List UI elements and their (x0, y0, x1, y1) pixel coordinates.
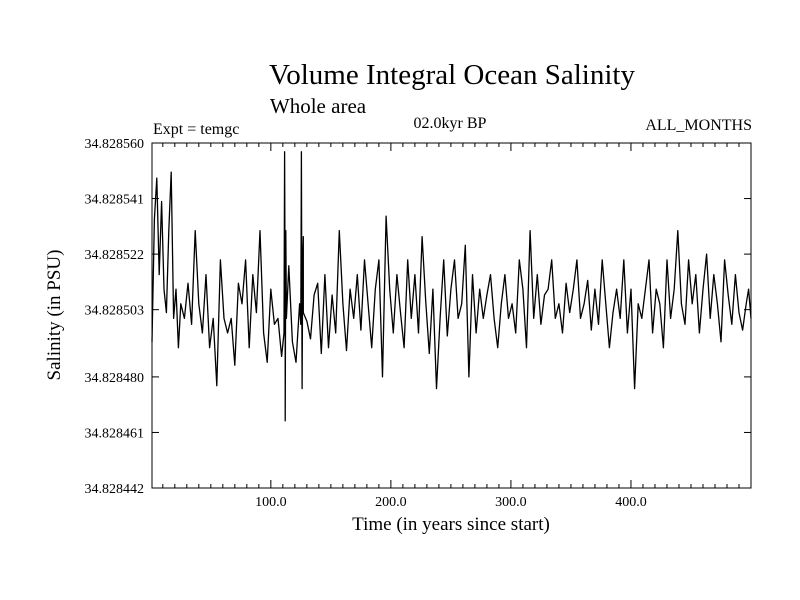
y-tick-label: 34.828480 (85, 371, 145, 386)
salinity-series-line (151, 151, 752, 422)
annotation-expt: Expt = temgc (153, 121, 239, 138)
x-tick-label: 400.0 (615, 495, 647, 510)
y-tick-label: 34.828560 (85, 137, 145, 152)
y-axis-label: Salinity (in PSU) (44, 250, 65, 381)
x-tick-label: 100.0 (255, 495, 287, 510)
chart-subtitle: Whole area (270, 94, 367, 118)
y-tick-label: 34.828541 (85, 193, 145, 208)
y-tick-label: 34.828522 (85, 248, 145, 263)
x-axis-label: Time (in years since start) (352, 514, 550, 535)
annotation-months: ALL_MONTHS (645, 117, 752, 134)
y-tick-label: 34.828503 (85, 304, 145, 319)
plot-area (151, 151, 752, 422)
y-tick-label: 34.828442 (85, 482, 145, 497)
x-axis: 100.0 200.0 300.0 400.0 (162, 143, 740, 510)
x-tick-label: 300.0 (495, 495, 527, 510)
y-axis: 34.828442 34.828461 34.828480 34.828503 34.8… (85, 137, 751, 497)
chart-title: Volume Integral Ocean Salinity (269, 59, 635, 91)
x-tick-label: 200.0 (375, 495, 407, 510)
y-tick-label: 34.828461 (85, 426, 145, 441)
annotation-period: 02.0kyr BP (414, 115, 487, 132)
